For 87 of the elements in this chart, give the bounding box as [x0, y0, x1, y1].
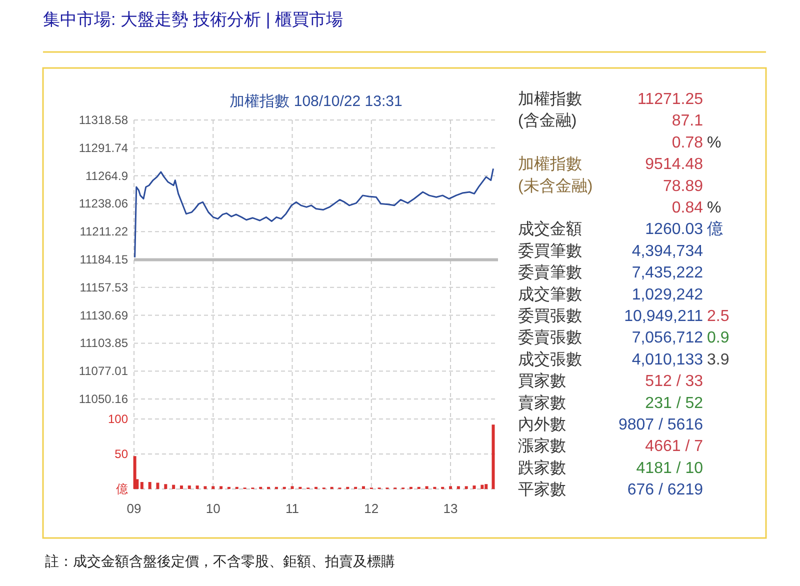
text: 0.78 — [672, 134, 704, 152]
bar — [456, 486, 460, 489]
text: 億 — [707, 220, 723, 238]
text: 4,010,133 — [632, 351, 704, 368]
y-tick-label: 11291.74 — [78, 140, 128, 155]
y-tick-label: 50 — [114, 447, 128, 461]
text: 成交金額 — [518, 220, 582, 238]
text: 10,949,211 — [624, 308, 704, 325]
y-tick-label: 億 — [116, 482, 128, 496]
text: 4181 / 10 — [636, 460, 704, 477]
y-tick-label: 100 — [108, 412, 128, 426]
text: 漲家數 — [518, 437, 566, 456]
y-tick-label: 11238.06 — [78, 196, 128, 211]
bar — [133, 456, 136, 489]
bar — [480, 484, 484, 489]
text: 1,029,242 — [632, 286, 704, 304]
text: 11271.25 — [637, 91, 704, 108]
bar — [148, 482, 152, 489]
bar — [484, 484, 488, 489]
text: 7,435,222 — [632, 264, 704, 282]
text: (含金融) — [518, 112, 577, 130]
y-tick-label: 11184.15 — [80, 252, 128, 267]
y-tick-label: 11050.16 — [78, 392, 128, 406]
text: 78.89 — [662, 178, 704, 195]
x-tick-label: 10 — [206, 501, 220, 516]
y-tick-label: 11157.53 — [80, 280, 128, 294]
x-tick-label: 11 — [286, 501, 300, 516]
text: 委買筆數 — [518, 242, 582, 260]
text: 委賣張數 — [518, 328, 582, 347]
text: 231 / 52 — [645, 394, 704, 412]
text: 委買張數 — [518, 307, 582, 325]
text: 9514.48 — [645, 156, 704, 174]
text: 4661 / 7 — [645, 438, 704, 456]
text: 0.84 — [672, 200, 704, 216]
bar — [140, 482, 144, 489]
y-tick-label: 11077.01 — [78, 364, 128, 378]
bar — [449, 486, 452, 489]
bar — [212, 486, 215, 489]
bar — [156, 482, 160, 489]
y-tick-label: 11130.69 — [80, 308, 128, 322]
text: 4,394,734 — [632, 242, 704, 260]
line-series — [134, 168, 494, 258]
text: 87.1 — [672, 112, 704, 130]
text: 成交張數 — [518, 350, 582, 368]
text: 內外數 — [518, 416, 566, 434]
text: (未含金融) — [518, 176, 593, 195]
text: 7,056,712 — [632, 330, 704, 347]
text: 0.9 — [707, 330, 730, 347]
bar — [290, 486, 294, 489]
y-tick-label: 11264.9 — [86, 168, 128, 183]
text: 委賣筆數 — [518, 264, 582, 282]
bar — [204, 486, 207, 489]
text: 1260.03 — [645, 221, 704, 238]
bar — [196, 486, 199, 489]
x-tick-label: 12 — [364, 501, 379, 516]
bar — [492, 424, 495, 489]
text: 9807 / 5616 — [618, 416, 704, 434]
text: % — [707, 200, 722, 216]
bar — [172, 484, 176, 489]
text: 平家數 — [518, 480, 566, 499]
text: 加權指數 — [518, 90, 582, 108]
text: 跌家數 — [518, 458, 566, 477]
bar — [220, 486, 223, 489]
text: 賣家數 — [518, 394, 566, 412]
text: 676 / 6219 — [627, 482, 704, 499]
bar — [425, 486, 428, 489]
text: 3.9 — [707, 351, 730, 368]
bar — [188, 486, 191, 489]
text: 2.5 — [707, 308, 730, 325]
text: % — [707, 134, 722, 152]
text: 註：成交金額含盤後定價，不含零股、鉅額、拍賣及標購 — [45, 553, 395, 569]
bar — [180, 486, 183, 489]
text: 512 / 33 — [645, 373, 704, 390]
text: 集中市場: 大盤走勢 技術分析 | 櫃買市場 — [43, 10, 344, 29]
bar — [464, 486, 468, 489]
chart-title: 加權指數 108/10/22 13:31 — [230, 93, 402, 110]
bar — [164, 484, 168, 489]
text: 成交筆數 — [518, 285, 582, 304]
text: 買家數 — [518, 372, 566, 390]
y-tick-label: 11103.85 — [80, 336, 128, 350]
y-tick-label: 11211.22 — [80, 224, 128, 239]
bar — [472, 486, 476, 489]
text: 加權指數 — [518, 155, 582, 174]
y-tick-label: 11318.58 — [78, 113, 128, 127]
x-tick-label: 13 — [443, 501, 458, 516]
bar — [362, 486, 365, 489]
x-tick-label: 09 — [126, 501, 142, 516]
